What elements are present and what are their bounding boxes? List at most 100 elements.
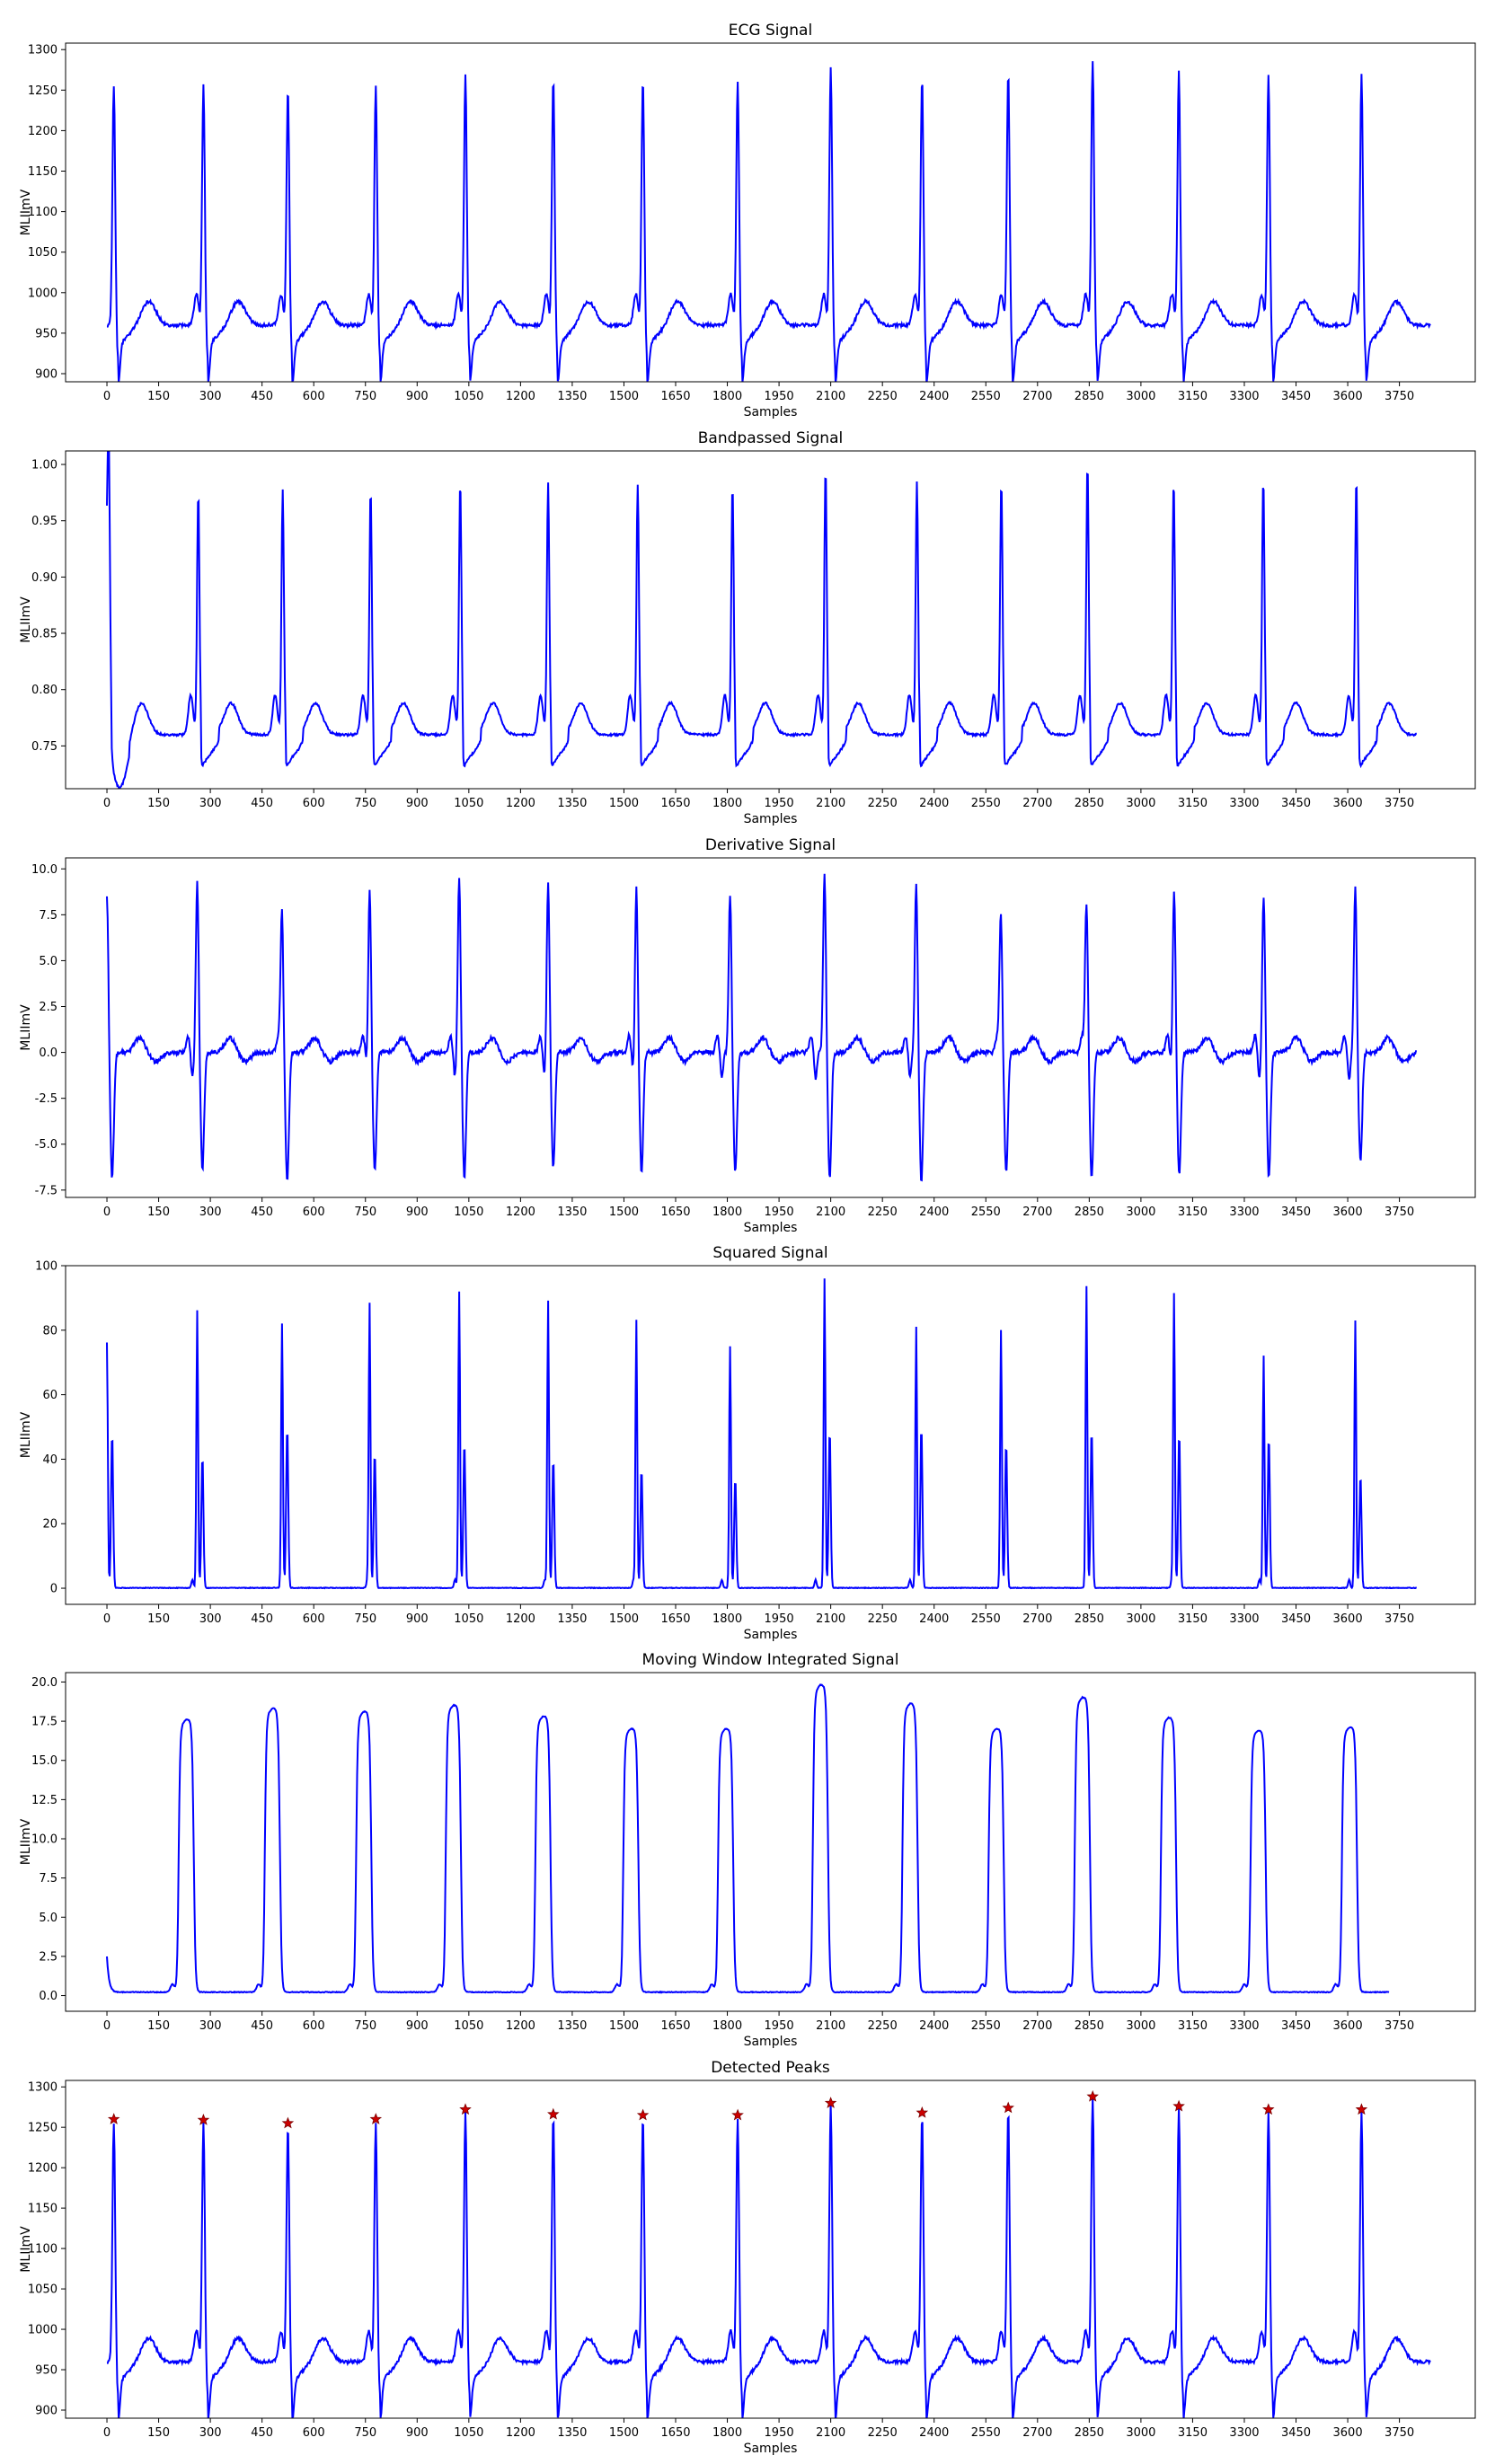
x-tick-label: 2400 <box>919 1612 949 1626</box>
y-tick-label: 10.0 <box>31 1833 58 1847</box>
x-axis-label: Samples <box>744 405 798 419</box>
x-tick-label: 1350 <box>557 2426 587 2440</box>
x-tick-label: 2550 <box>971 1612 1001 1626</box>
x-tick-label: 1950 <box>765 1206 794 1219</box>
x-tick-label: 3750 <box>1385 2019 1414 2033</box>
chart-panel-1: ECG Signal 0 150 300 450 600 750 900 1050 1200 135… <box>19 22 1476 419</box>
x-tick-label: 0 <box>103 797 111 810</box>
x-tick-label: 1650 <box>660 1206 690 1219</box>
x-tick-label: 3300 <box>1229 390 1259 403</box>
chart-panel-3: Derivative Signal 0 150 300 450 600 750 900 1050… <box>19 836 1476 1235</box>
x-tick-label: 3000 <box>1126 797 1155 810</box>
x-tick-label: 1050 <box>454 390 483 403</box>
y-axis-label: MLIImV <box>19 596 33 643</box>
plot-frame <box>65 1672 1476 2012</box>
x-tick-label: 150 <box>147 1612 170 1626</box>
x-tick-label: 3750 <box>1385 390 1414 403</box>
peak-marker <box>547 2107 560 2120</box>
x-tick-label: 2100 <box>816 1206 845 1219</box>
x-tick-label: 3000 <box>1126 1612 1155 1626</box>
peak-marker <box>369 2113 383 2124</box>
x-tick-label: 1200 <box>506 2426 535 2440</box>
x-tick-label: 900 <box>406 797 429 810</box>
x-tick-label: 1650 <box>660 1612 690 1626</box>
x-tick-label: 450 <box>251 1206 273 1219</box>
x-tick-label: 1950 <box>765 2019 794 2033</box>
x-tick-label: 2550 <box>971 797 1001 810</box>
peak-marker <box>107 2113 120 2124</box>
x-tick-label: 1350 <box>557 797 587 810</box>
x-tick-label: 2100 <box>816 1612 845 1626</box>
x-tick-label: 750 <box>354 1206 376 1219</box>
x-tick-label: 2550 <box>971 2426 1001 2440</box>
x-tick-label: 3300 <box>1229 1612 1259 1626</box>
x-tick-label: 900 <box>406 1206 429 1219</box>
x-tick-label: 1500 <box>609 390 639 403</box>
x-tick-label: 2850 <box>1075 2426 1104 2440</box>
x-tick-label: 0 <box>103 2426 111 2440</box>
x-tick-label: 2250 <box>868 390 898 403</box>
x-tick-label: 2400 <box>919 1206 949 1219</box>
x-tick-label: 0 <box>103 390 111 403</box>
y-tick-label: 1000 <box>28 287 58 300</box>
x-tick-label: 1800 <box>712 2019 742 2033</box>
y-tick-label: 950 <box>35 327 58 340</box>
y-tick-label: 60 <box>42 1389 58 1402</box>
x-tick-label: 900 <box>406 1612 429 1626</box>
plot-frame <box>65 42 1476 383</box>
x-tick-label: 450 <box>251 390 273 403</box>
series-line-1 <box>106 451 1417 789</box>
plot-frame <box>65 857 1476 1198</box>
x-tick-label: 3750 <box>1385 797 1414 810</box>
x-tick-label: 3150 <box>1178 1206 1208 1219</box>
x-tick-label: 600 <box>303 797 325 810</box>
series-line-1 <box>106 1278 1417 1590</box>
x-tick-label: 900 <box>406 2426 429 2440</box>
y-tick-label: 1.00 <box>31 459 58 472</box>
x-tick-label: 1050 <box>454 1206 483 1219</box>
x-tick-label: 300 <box>199 797 222 810</box>
y-axis-label: MLIImV <box>19 1818 33 1865</box>
x-tick-label: 2700 <box>1022 1206 1052 1219</box>
x-tick-label: 3150 <box>1178 2426 1208 2440</box>
y-tick-label: 2.5 <box>39 1950 58 1964</box>
x-tick-label: 1800 <box>712 797 742 810</box>
x-tick-label: 300 <box>199 1206 222 1219</box>
x-tick-label: 450 <box>251 1612 273 1626</box>
x-tick-label: 600 <box>303 2019 325 2033</box>
x-tick-label: 3750 <box>1385 2426 1414 2440</box>
x-tick-label: 2250 <box>868 797 898 810</box>
x-tick-label: 3000 <box>1126 390 1155 403</box>
x-tick-label: 1800 <box>712 390 742 403</box>
y-tick-label: 40 <box>42 1453 58 1467</box>
x-tick-label: 300 <box>199 2426 222 2440</box>
x-tick-label: 1800 <box>712 2426 742 2440</box>
x-tick-label: 2550 <box>971 1206 1001 1219</box>
y-tick-label: 0.75 <box>31 740 58 754</box>
y-tick-label: 1100 <box>28 206 58 219</box>
y-tick-label: 17.5 <box>31 1716 58 1729</box>
x-tick-label: 2400 <box>919 390 949 403</box>
x-tick-label: 2400 <box>919 797 949 810</box>
x-tick-label: 3450 <box>1281 2019 1311 2033</box>
x-tick-label: 0 <box>103 1612 111 1626</box>
x-tick-label: 450 <box>251 797 273 810</box>
y-tick-label: 1000 <box>28 2324 58 2337</box>
x-tick-label: 300 <box>199 2019 222 2033</box>
peak-marker <box>1355 2103 1368 2115</box>
y-tick-label: 12.5 <box>31 1794 58 1807</box>
x-tick-label: 2100 <box>816 2426 845 2440</box>
y-tick-label: -2.5 <box>35 1092 58 1106</box>
chart-title: ECG Signal <box>729 22 812 40</box>
x-tick-label: 450 <box>251 2019 273 2033</box>
series-line-1 <box>106 1683 1390 1994</box>
x-tick-label: 2850 <box>1075 1612 1104 1626</box>
x-tick-label: 3600 <box>1333 797 1363 810</box>
x-tick-label: 900 <box>406 2019 429 2033</box>
series-line-1 <box>106 61 1431 382</box>
y-tick-label: 7.5 <box>39 909 58 923</box>
y-tick-label: -5.0 <box>35 1138 58 1152</box>
x-tick-label: 1350 <box>557 1206 587 1219</box>
x-tick-label: 600 <box>303 1206 325 1219</box>
series-line-1 <box>106 873 1417 1182</box>
